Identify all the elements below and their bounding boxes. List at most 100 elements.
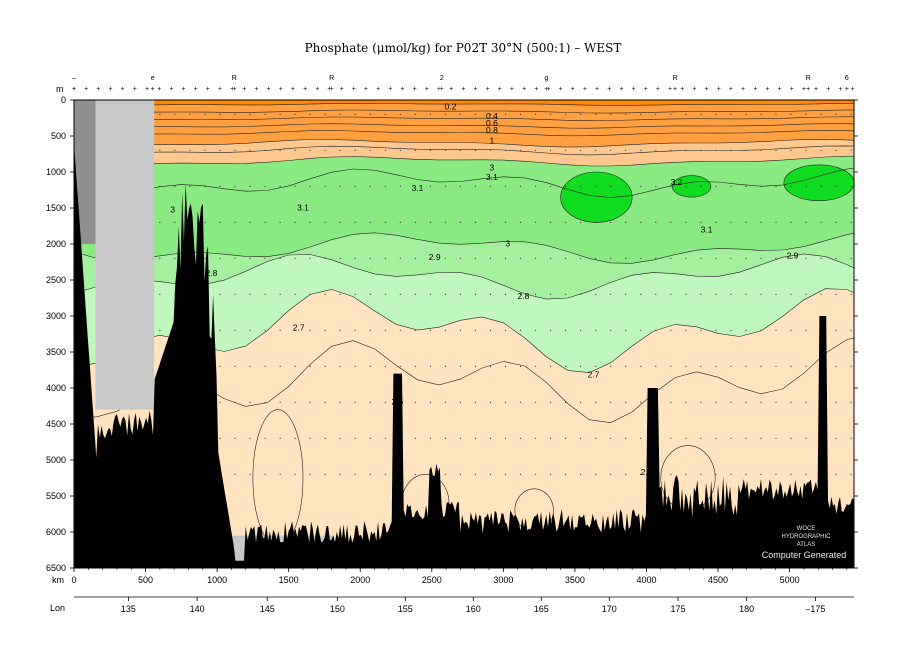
sample-dot xyxy=(700,365,702,367)
y-tick-label: 3500 xyxy=(46,347,66,357)
contour-line-9 xyxy=(74,232,854,264)
sample-dot xyxy=(309,437,311,439)
sample-dot xyxy=(640,329,642,331)
contour-label: 2.7 xyxy=(588,369,600,379)
sample-dot xyxy=(655,185,657,187)
sample-dot xyxy=(384,221,386,223)
sample-dot xyxy=(339,185,341,187)
sample-dot xyxy=(775,329,777,331)
station-plus: + xyxy=(388,86,392,93)
sample-dot xyxy=(715,365,717,367)
sample-dot xyxy=(580,293,582,295)
contour-label: 0.2 xyxy=(444,102,456,112)
sample-dot xyxy=(670,149,672,151)
sample-dot xyxy=(474,221,476,223)
sample-dot xyxy=(159,185,161,187)
sample-dot xyxy=(489,185,492,187)
sample-dot xyxy=(700,401,702,403)
sample-dot xyxy=(685,221,687,223)
sample-dot xyxy=(715,113,717,115)
watermark-line3: ATLAS xyxy=(797,542,816,548)
sample-dot xyxy=(625,437,627,439)
sample-dot xyxy=(550,221,552,223)
sample-dot xyxy=(354,257,356,259)
y-tick-label: 500 xyxy=(51,131,66,141)
y-tick-label: 6000 xyxy=(46,527,66,537)
sample-dot xyxy=(279,221,281,223)
lon-axis: 135 140 145 150 155 160 165 170 175 180 –175 xyxy=(74,596,854,614)
sample-dot xyxy=(279,257,281,259)
station-plus: + xyxy=(778,86,782,93)
chart-title: Phosphate (μmol/kg) for P02T 30°N (500:1… xyxy=(305,41,622,55)
sample-dot xyxy=(670,113,672,115)
sample-dot xyxy=(159,149,161,151)
station-marker: + xyxy=(440,86,444,93)
sample-dot xyxy=(249,221,251,223)
sample-dot xyxy=(595,257,597,259)
sample-dot xyxy=(820,149,822,151)
sample-dot xyxy=(775,113,777,115)
station-plus: + xyxy=(522,86,526,93)
plot-area: 0.20.40.60.813.133.13.23.133.132.9 2.92.8… xyxy=(73,99,855,569)
band-4 xyxy=(74,232,854,300)
sample-dot xyxy=(685,149,687,151)
sample-dot xyxy=(655,365,657,367)
sample-dot xyxy=(249,257,251,259)
sample-dot xyxy=(234,437,236,439)
station-plus: + xyxy=(413,86,417,93)
contour-label: 3.2 xyxy=(671,177,683,187)
watermark-line1: WOCE xyxy=(797,526,816,532)
sample-dot xyxy=(850,149,852,151)
sample-dot xyxy=(489,401,492,403)
sample-dot xyxy=(429,185,431,187)
sample-dot xyxy=(264,149,266,151)
sample-dot xyxy=(324,473,326,475)
sample-dot xyxy=(610,473,612,475)
y-tick-label: 2500 xyxy=(46,275,66,285)
contour-line-7 xyxy=(74,155,854,167)
sample-dot xyxy=(219,149,221,151)
sample-dot xyxy=(279,149,281,151)
sample-dot xyxy=(339,293,341,295)
sample-dot xyxy=(279,437,281,439)
sample-dot xyxy=(264,113,266,115)
sample-dot xyxy=(324,437,326,439)
sample-dot xyxy=(715,257,717,259)
sample-dot xyxy=(790,185,792,187)
sample-dot xyxy=(850,221,852,223)
sample-dot xyxy=(384,293,386,295)
watermark: WOCE HYDROGRAPHIC ATLAS Computer Generat… xyxy=(762,526,847,560)
sample-dot xyxy=(535,221,537,223)
sample-dot xyxy=(640,365,642,367)
sample-dot xyxy=(489,221,492,223)
contour-label: 2.9 xyxy=(787,251,799,261)
sample-dot xyxy=(414,185,416,187)
y-tick-label: 1500 xyxy=(46,203,66,213)
contour-label: 1 xyxy=(490,135,495,145)
sample-dot xyxy=(489,257,492,259)
station-plus: + xyxy=(583,86,587,93)
sample-dot xyxy=(249,329,251,331)
station-plus: + xyxy=(121,86,125,93)
contour-label: 3 xyxy=(490,163,495,173)
sample-dot xyxy=(324,365,326,367)
sample-dot xyxy=(339,437,341,439)
sample-dot xyxy=(294,329,296,331)
y-tick-label: 1000 xyxy=(46,167,66,177)
sample-dot xyxy=(685,437,687,439)
sample-dot xyxy=(565,257,567,259)
sample-dot xyxy=(414,473,416,475)
lon-tick-label: 155 xyxy=(398,604,413,614)
sample-dot xyxy=(234,329,236,331)
sample-dot xyxy=(309,257,311,259)
sample-dot xyxy=(474,365,476,367)
sample-dot xyxy=(580,257,582,259)
lon-tick-label: 165 xyxy=(534,604,549,614)
sample-dot xyxy=(550,329,552,331)
station-plus: + xyxy=(851,86,855,93)
sample-dot xyxy=(459,401,461,403)
sample-dot xyxy=(429,293,431,295)
sample-dot xyxy=(354,473,356,475)
sample-dot xyxy=(369,365,371,367)
x-unit-label: km xyxy=(52,575,64,585)
